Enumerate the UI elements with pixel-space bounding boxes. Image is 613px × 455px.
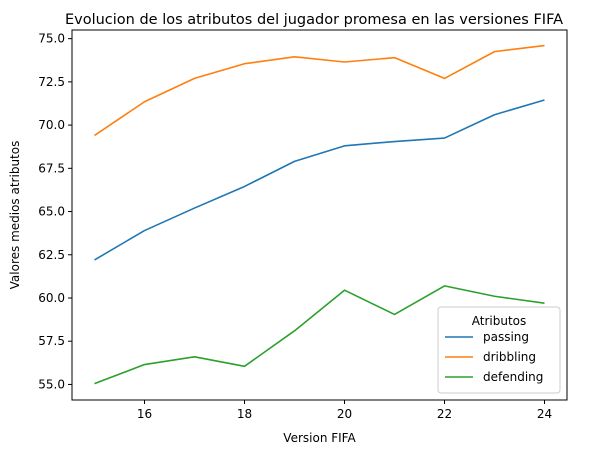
x-tick-label: 24 bbox=[537, 407, 552, 421]
x-tick-label: 22 bbox=[437, 407, 452, 421]
chart-title: Evolucion de los atributos del jugador p… bbox=[65, 12, 563, 28]
legend-label-passing: passing bbox=[483, 330, 529, 344]
x-axis-label: Version FIFA bbox=[283, 431, 356, 445]
y-tick-label: 67.5 bbox=[38, 161, 65, 175]
legend-items: passing dribbling defending bbox=[445, 330, 543, 384]
legend-box bbox=[437, 306, 561, 394]
legend-label-dribbling: dribbling bbox=[483, 350, 536, 364]
y-tick-label: 75.0 bbox=[38, 32, 65, 46]
x-tick-label: 16 bbox=[137, 407, 152, 421]
legend-title: Atributos bbox=[472, 314, 527, 328]
x-tick-label: 18 bbox=[237, 407, 252, 421]
y-tick-label: 72.5 bbox=[38, 75, 65, 89]
y-tick-label: 62.5 bbox=[38, 248, 65, 262]
y-tick-label: 60.0 bbox=[38, 291, 65, 305]
series-line-dribbling bbox=[94, 44, 545, 137]
y-axis-label: Valores medios atributos bbox=[8, 141, 22, 290]
y-tick-label: 57.5 bbox=[38, 334, 65, 348]
series-lines bbox=[94, 44, 545, 385]
x-tick-label: 20 bbox=[337, 407, 352, 421]
y-tick-label: 65.0 bbox=[38, 205, 65, 219]
series-line-defending bbox=[94, 285, 545, 385]
legend: Atributos passing dribbling defending bbox=[437, 306, 561, 394]
series-line-passing bbox=[94, 99, 545, 261]
y-axis: 55.0 57.5 60.0 62.5 65.0 67.5 70.0 72.5 75.0 bbox=[38, 32, 72, 391]
y-tick-label: 55.0 bbox=[38, 377, 65, 391]
y-tick-label: 70.0 bbox=[38, 118, 65, 132]
legend-label-defending: defending bbox=[483, 370, 543, 384]
x-axis: 16 18 20 22 24 bbox=[137, 400, 552, 421]
